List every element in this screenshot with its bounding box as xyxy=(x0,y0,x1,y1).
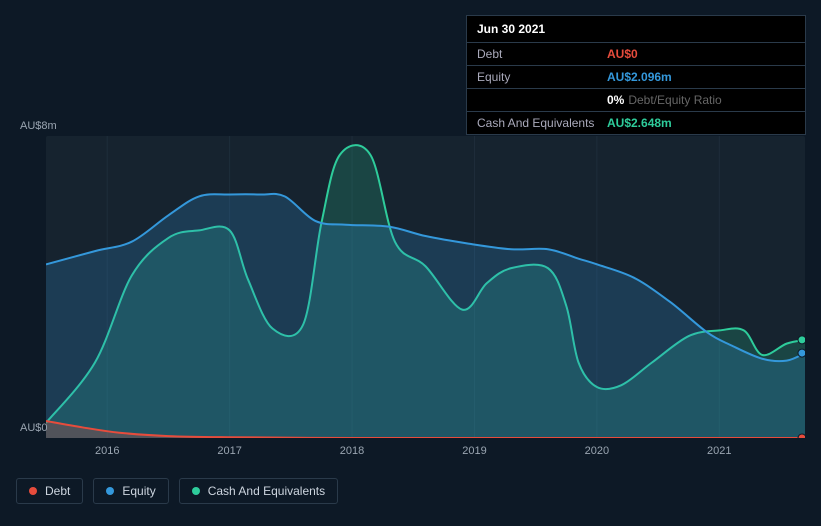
x-tick-label: 2018 xyxy=(340,445,364,457)
tooltip-row-suffix: Debt/Equity Ratio xyxy=(628,93,721,107)
tooltip-row-value: AU$2.648m xyxy=(607,116,672,130)
legend-dot-icon xyxy=(29,487,37,495)
x-axis: 2016 2017 2018 2019 2020 2021 xyxy=(46,445,805,465)
tooltip-date: Jun 30 2021 xyxy=(467,16,805,42)
y-axis-max: AU$8m xyxy=(20,120,57,132)
tooltip-row: 0%Debt/Equity Ratio xyxy=(467,88,805,111)
x-tick-label: 2020 xyxy=(585,445,609,457)
chart-legend: Debt Equity Cash And Equivalents xyxy=(16,478,338,504)
legend-item[interactable]: Equity xyxy=(93,478,168,504)
x-tick-label: 2019 xyxy=(462,445,486,457)
legend-dot-icon xyxy=(192,487,200,495)
tooltip-row: DebtAU$0 xyxy=(467,42,805,65)
tooltip-row-label: Debt xyxy=(477,47,607,61)
tooltip-row: EquityAU$2.096m xyxy=(467,65,805,88)
chart-plot-area[interactable] xyxy=(46,136,805,438)
legend-label: Debt xyxy=(45,484,70,498)
x-tick-label: 2017 xyxy=(217,445,241,457)
tooltip-rows: DebtAU$0EquityAU$2.096m0%Debt/Equity Rat… xyxy=(467,42,805,134)
x-tick-label: 2021 xyxy=(707,445,731,457)
x-tick-label: 2016 xyxy=(95,445,119,457)
legend-item[interactable]: Cash And Equivalents xyxy=(179,478,338,504)
tooltip-row-label: Cash And Equivalents xyxy=(477,116,607,130)
tooltip-row-value: AU$2.096m xyxy=(607,70,672,84)
y-axis-min: AU$0 xyxy=(20,422,48,434)
tooltip-row-label: Equity xyxy=(477,70,607,84)
legend-label: Equity xyxy=(122,484,155,498)
tooltip-row: Cash And EquivalentsAU$2.648m xyxy=(467,111,805,134)
chart-svg xyxy=(46,136,805,438)
hover-tooltip: Jun 30 2021 DebtAU$0EquityAU$2.096m0%Deb… xyxy=(466,15,806,135)
tooltip-row-value: 0%Debt/Equity Ratio xyxy=(607,93,722,107)
legend-label: Cash And Equivalents xyxy=(208,484,325,498)
legend-item[interactable]: Debt xyxy=(16,478,83,504)
legend-dot-icon xyxy=(106,487,114,495)
tooltip-row-value: AU$0 xyxy=(607,47,638,61)
tooltip-row-label xyxy=(477,93,607,107)
